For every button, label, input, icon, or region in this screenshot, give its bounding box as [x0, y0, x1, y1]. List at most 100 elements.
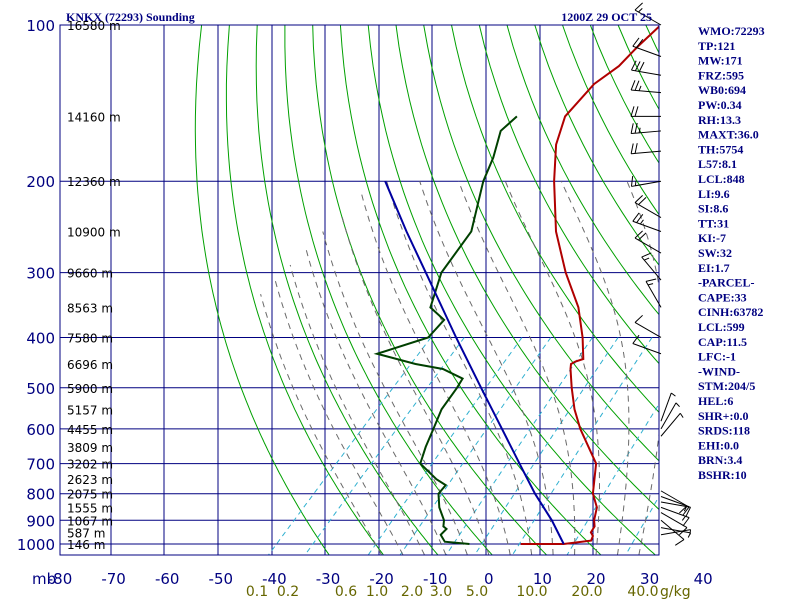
temp-label-8: 0 — [484, 570, 494, 588]
dew-point-trace — [373, 115, 518, 545]
moist-adiabat-12 — [419, 181, 554, 555]
mixing-ratio-line-6 — [511, 337, 653, 555]
height-label-0: 16580 m — [67, 19, 121, 33]
index-line-23: -WIND- — [698, 364, 740, 378]
dry-adiabat-350 — [506, 25, 659, 316]
pressure-label-400: 400 — [26, 329, 55, 347]
index-line-13: TT:31 — [698, 216, 729, 230]
mixing-ratio-label-3: 1.0 — [366, 584, 388, 600]
dry-adiabat-320 — [423, 25, 659, 462]
dry-adiabat-270 — [284, 25, 493, 555]
height-label-7: 6696 m — [67, 358, 113, 372]
wind-barb-3 — [630, 80, 662, 94]
wind-barbs — [630, 2, 692, 546]
pressure-label-900: 900 — [26, 512, 55, 530]
index-line-28: EHI:0.0 — [698, 438, 739, 452]
index-line-2: MW:171 — [698, 54, 743, 68]
mixing-ratio-label-8: 20.0 — [571, 584, 602, 600]
wind-barb-15 — [660, 392, 676, 422]
index-line-7: MAXT:36.0 — [698, 128, 759, 142]
temp-label-4: -40 — [262, 570, 287, 588]
plot-frame — [59, 24, 660, 556]
temp-label-9: 10 — [533, 570, 552, 588]
dry-adiabat-330 — [451, 25, 659, 413]
height-label-8: 5900 m — [67, 382, 113, 396]
pressure-label-100: 100 — [26, 17, 55, 35]
temp-label-3: -50 — [209, 570, 234, 588]
height-label-14: 2075 m — [67, 488, 113, 502]
isobar-isotherm-grid — [60, 25, 659, 555]
moist-adiabat-4 — [360, 192, 511, 555]
height-label-3: 10900 m — [67, 226, 121, 240]
pressure-label-200: 200 — [26, 173, 55, 191]
mixing-ratio-label-9: 40.0 — [627, 584, 658, 600]
height-label-4: 9660 m — [67, 267, 113, 281]
moist-adiabat-20 — [504, 181, 600, 555]
temp-label-12: 40 — [694, 570, 713, 588]
index-line-16: EI:1.7 — [698, 261, 730, 275]
height-label-9: 5157 m — [67, 403, 113, 417]
wind-barb-11 — [641, 252, 662, 281]
index-line-6: RH:13.3 — [698, 113, 741, 127]
sounding-traces — [373, 25, 659, 545]
dry-adiabat-260 — [255, 25, 439, 555]
index-line-29: BRN:3.4 — [698, 453, 742, 467]
mixing-ratio-label-7: 10.0 — [516, 584, 547, 600]
mixing-ratio-label-2: 0.6 — [335, 584, 357, 600]
moist-adiabat-24 — [560, 180, 630, 555]
moist-adiabat-0 — [340, 212, 490, 555]
wind-barb-2 — [631, 60, 662, 76]
mixing-ratio-label-0: 0.1 — [246, 584, 268, 600]
height-label-16: 1067 m — [67, 514, 113, 528]
index-line-18: CAPE:33 — [698, 290, 747, 304]
wind-barb-9 — [632, 212, 662, 233]
temp-label-6: -20 — [369, 570, 394, 588]
pressure-label-600: 600 — [26, 421, 55, 439]
wind-barb-1 — [632, 37, 662, 57]
height-label-5: 8563 m — [67, 301, 113, 315]
dry-adiabat-360 — [534, 25, 659, 266]
index-line-1: TP:121 — [698, 39, 735, 53]
temp-label-1: -70 — [101, 570, 126, 588]
wind-barb-7 — [630, 176, 662, 187]
height-label-12: 3202 m — [67, 458, 113, 472]
height-label-11: 3809 m — [67, 441, 113, 455]
mixing-ratio-line-8 — [625, 495, 659, 555]
wind-barb-13 — [634, 314, 662, 338]
temp-label-7: -10 — [423, 570, 448, 588]
wind-barb-10 — [634, 230, 662, 254]
dry-adiabat-340 — [478, 25, 659, 365]
pressure-label-300: 300 — [26, 265, 55, 283]
wind-barb-21 — [660, 506, 690, 527]
wind-barb-8 — [634, 195, 662, 219]
index-line-8: TH:5754 — [698, 142, 743, 156]
temp-label-2: -60 — [155, 570, 180, 588]
pressure-unit-label: mb — [32, 570, 56, 588]
pressure-label-1000: 1000 — [17, 536, 55, 554]
height-label-1: 14160 m — [67, 110, 121, 124]
height-label-13: 2623 m — [67, 473, 113, 487]
temperature-trace — [520, 25, 659, 545]
index-line-3: FRZ:595 — [698, 68, 744, 82]
wind-barb-0 — [634, 2, 662, 26]
index-line-26: SHR+:0.0 — [698, 409, 749, 423]
mixing-ratio-label-1: 0.2 — [277, 584, 299, 600]
sounding-indices: WMO:72293TP:121MW:171FRZ:595WB0:694PW:0.… — [698, 24, 765, 482]
moist-adiabat--16 — [274, 279, 404, 555]
temp-label-11: 30 — [640, 570, 659, 588]
height-label-15: 1555 m — [67, 501, 113, 515]
index-line-5: PW:0.34 — [698, 98, 742, 112]
wind-barb-5 — [630, 122, 662, 135]
wind-barb-19 — [660, 496, 690, 516]
height-label-10: 4455 m — [67, 423, 113, 437]
mixing-ratio-line-7 — [566, 403, 659, 555]
pressure-label-500: 500 — [26, 380, 55, 398]
height-label-6: 7580 m — [67, 331, 113, 345]
dry-adiabat-290 — [339, 25, 602, 555]
height-label-17: 587 m — [67, 526, 105, 540]
dry-adiabat-300 — [367, 25, 657, 555]
wind-barb-14 — [632, 334, 662, 355]
mixing-ratio-label-5: 3.0 — [430, 584, 452, 600]
mixing-ratio-line-5 — [474, 337, 619, 555]
wind-barb-18 — [660, 490, 688, 514]
